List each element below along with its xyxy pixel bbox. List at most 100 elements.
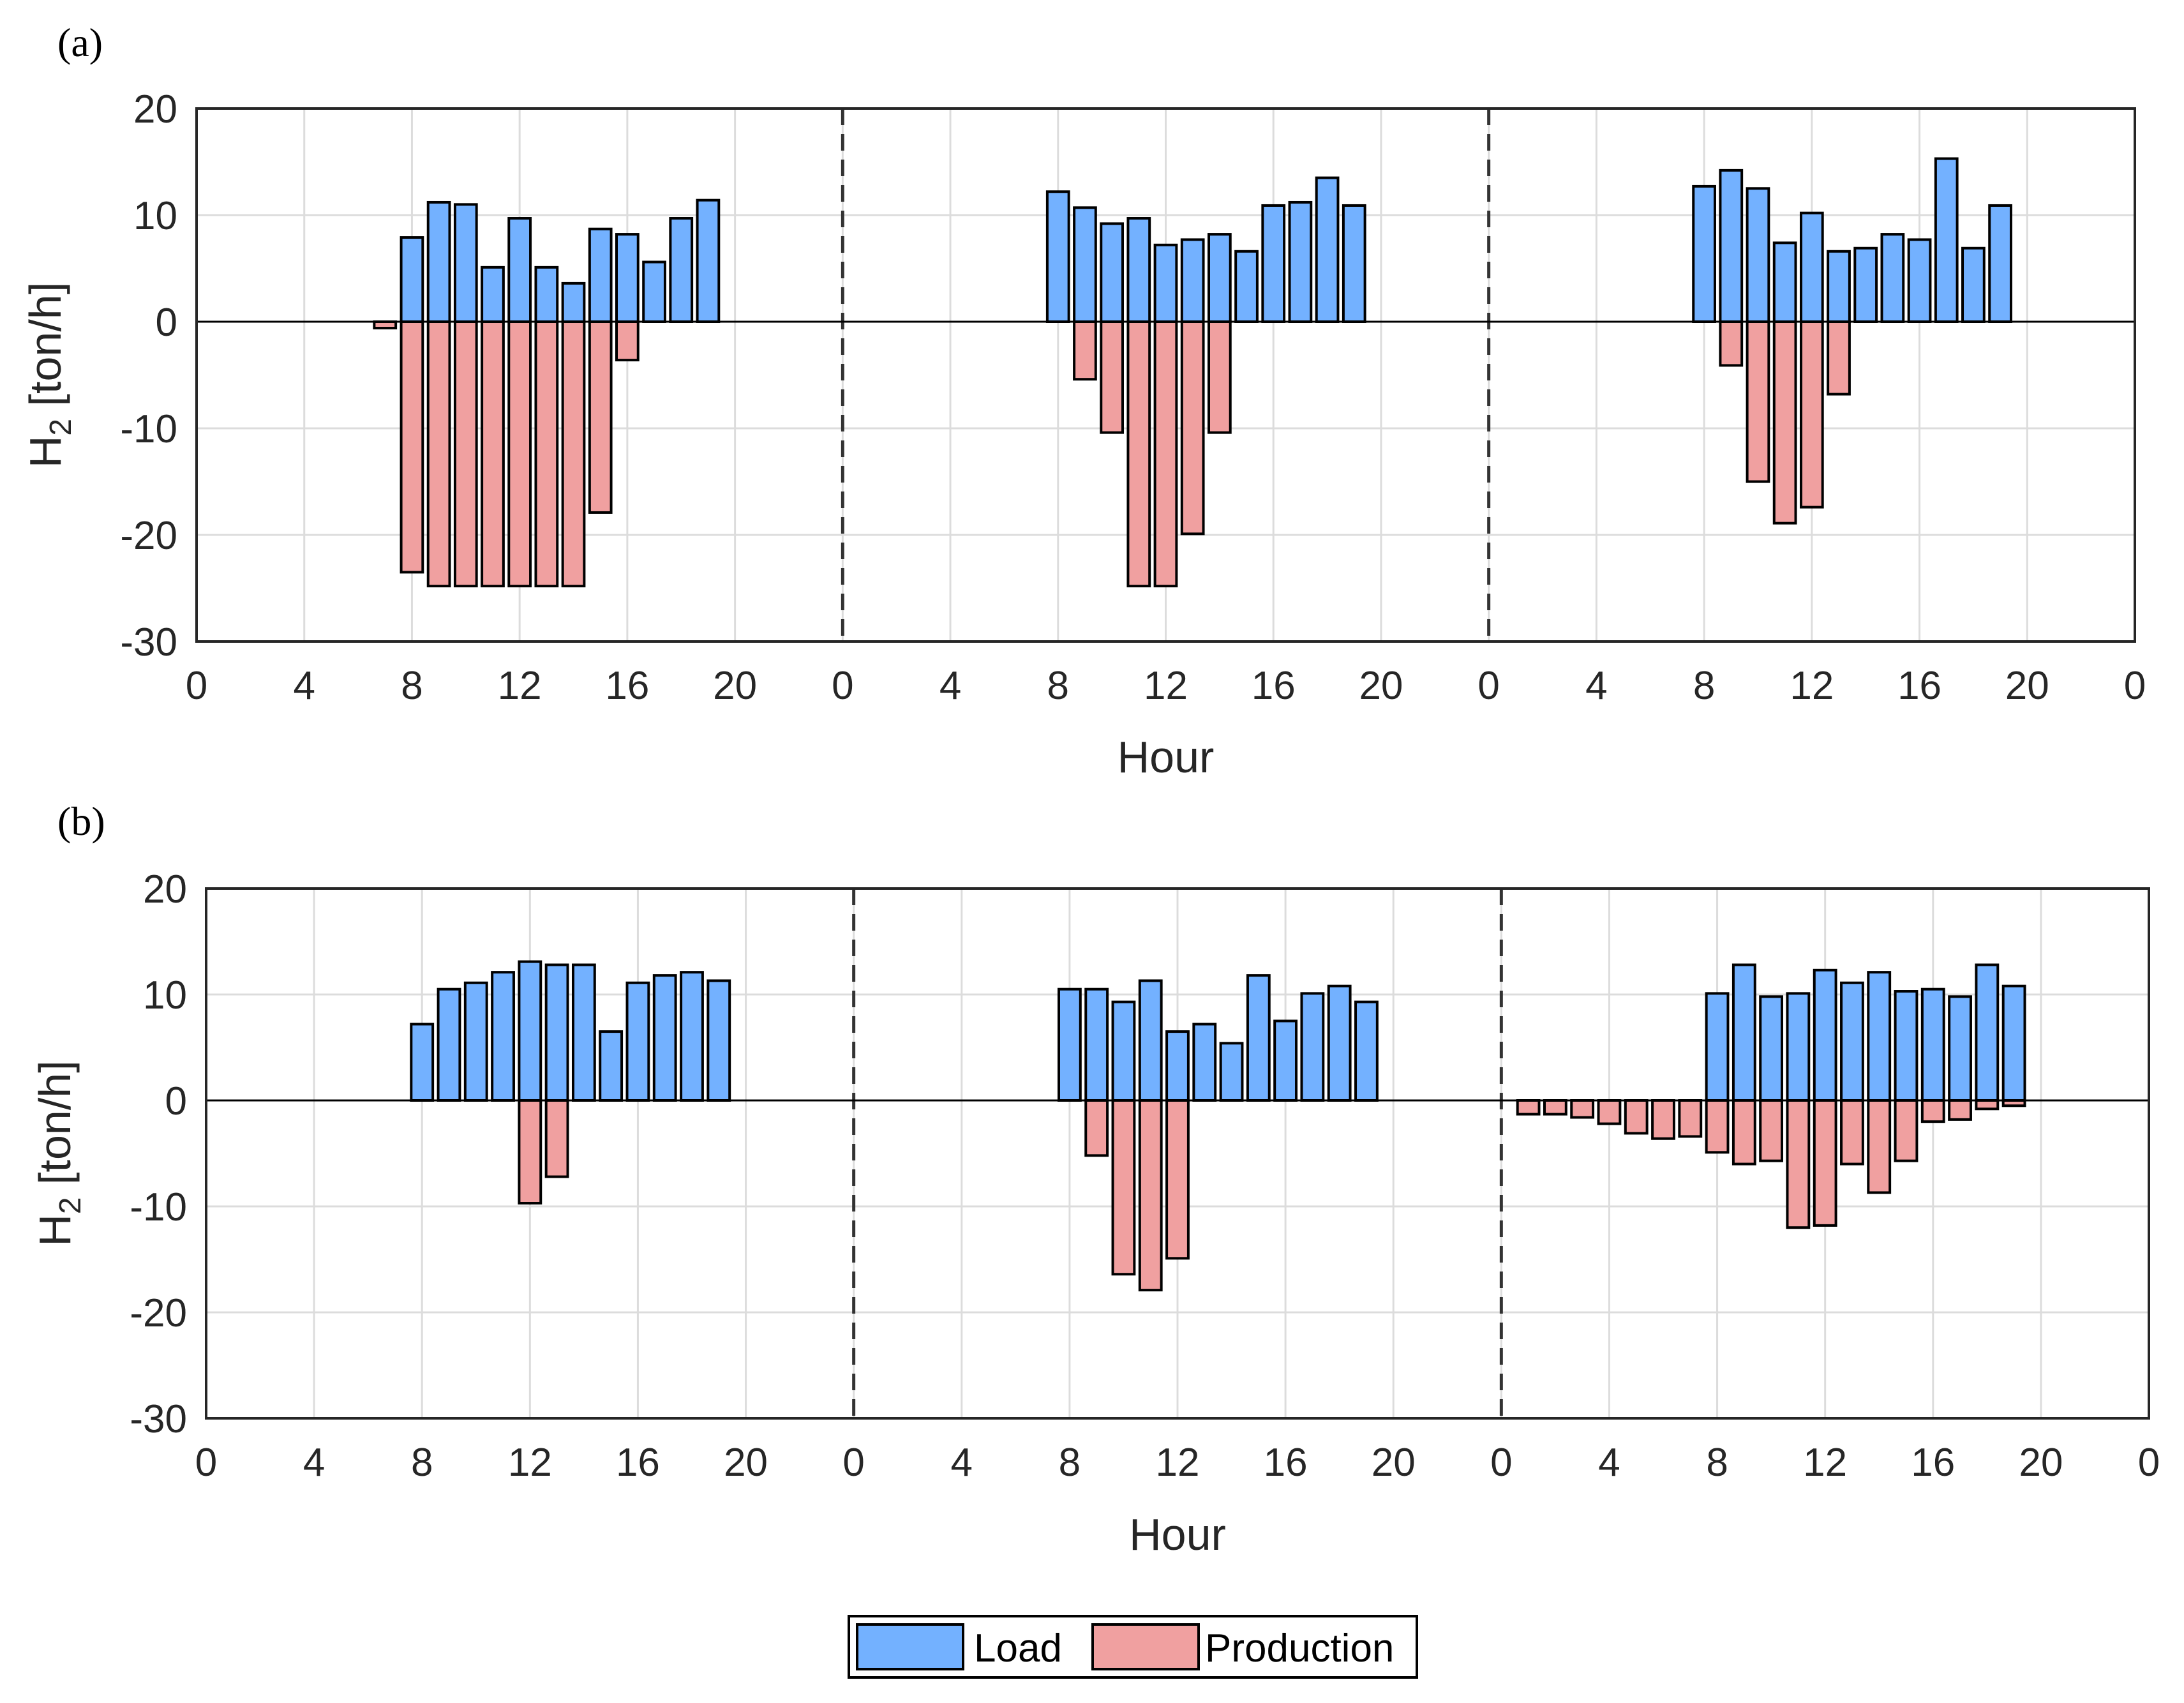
panel-b-x-tick-label: 4 [303, 1441, 325, 1485]
legend-load-swatch [856, 1623, 964, 1670]
panel-a-load-bar [1207, 233, 1232, 323]
panel-b-load-bar [652, 974, 677, 1102]
panel-b-load-bar [437, 987, 461, 1102]
panel-b-x-tick-labels: 0 4 8 12 16 20 0 4 8 12 16 20 0 4 8 12 16 20 0 [195, 1441, 2160, 1485]
panel-a-load-bar [400, 236, 424, 323]
panel-a-x-tick-label: 8 [1047, 664, 1069, 708]
legend-production-label: Production [1205, 1626, 1394, 1670]
panel-b-load-bar [1354, 1000, 1379, 1102]
panel-a-load-bar [1692, 184, 1716, 323]
panel-a-load-bar [561, 281, 586, 324]
panel-b-production-bar [1759, 1099, 1784, 1162]
panel-a-production-bar [534, 320, 559, 588]
panel-b-y-axis-label: H2 [ton/h] [30, 1060, 87, 1246]
panel-b-y-tick-label: -20 [130, 1291, 187, 1335]
panel-b-load-bar [1138, 979, 1163, 1102]
panel-a-x-tick-label: 8 [1693, 664, 1715, 708]
panel-b-x-tick-label: 0 [1490, 1441, 1512, 1485]
panel-a-load-bar [1799, 211, 1824, 323]
panel-b-x-tick-label: 20 [1372, 1441, 1416, 1485]
panel-a-x-tick-label: 20 [2005, 664, 2049, 708]
panel-a-production-bar [373, 320, 398, 330]
panel-b-production-bar [1138, 1099, 1163, 1292]
panel-b-load-bar [1084, 987, 1109, 1102]
panel-b-x-tick-label: 20 [724, 1441, 768, 1485]
panel-a-x-tick-label: 16 [1897, 664, 1941, 708]
panel-a-x-tick-label: 12 [498, 664, 542, 708]
panel-b-load-bar [518, 960, 542, 1102]
panel-b-y-tick-label: -30 [130, 1397, 187, 1441]
panel-a-load-bar [1180, 238, 1205, 323]
panel-a-production-bar [1180, 320, 1205, 536]
panel-a-load-bar [1772, 241, 1797, 324]
panel-b-production-bar [1570, 1099, 1595, 1119]
panel-b-x-tick-label: 12 [508, 1441, 552, 1485]
panel-a-load-bar [1261, 204, 1286, 323]
panel-a-x-tick-label: 12 [1790, 664, 1834, 708]
panel-b-load-bar [571, 963, 596, 1102]
panel-b-x-axis-label: Hour [1129, 1510, 1226, 1559]
panel-b-load-bar [1057, 987, 1082, 1102]
panel-b-x-tick-label: 8 [1059, 1441, 1081, 1485]
panel-a-production-bar [561, 320, 586, 588]
panel-b-load-bar [2001, 984, 2026, 1102]
panel-b-production-bar [1786, 1099, 1811, 1229]
panel-a-load-bar [1126, 217, 1151, 324]
panel-b-axes-frame [205, 887, 2150, 1420]
panel-a-load-bar [481, 266, 505, 323]
panel-b-y-tick-label: 10 [143, 973, 187, 1017]
panel-b-load-bar [1786, 992, 1811, 1102]
panel-b-load-bar [1273, 1019, 1298, 1102]
panel-a-production-bar [1153, 320, 1178, 588]
panel-a-y-tick-label: -20 [120, 514, 177, 558]
panel-a-x-tick-label: 16 [1252, 664, 1296, 708]
panel-b-chart: (b) 20 10 0 -10 -20 -30 0 4 8 12 16 20 0 4 8 12 16 20 0 4 8… [30, 799, 2160, 1559]
panel-b-load-bar [1867, 971, 1892, 1102]
panel-b-production-bar [518, 1099, 542, 1205]
panel-b-load-bar [707, 979, 731, 1102]
panel-a-load-bar [1234, 250, 1259, 323]
panel-a-y-tick-label: 10 [133, 194, 177, 238]
panel-a-x-tick-labels: 0 4 8 12 16 20 0 4 8 12 16 20 0 4 8 12 16 20 0 [186, 664, 2146, 708]
panel-a-x-tick-label: 0 [2124, 664, 2146, 708]
panel-b-x-tick-label: 16 [1264, 1441, 1308, 1485]
panel-b-load-bar [1813, 968, 1837, 1102]
panel-a-load-bar [1961, 246, 1986, 323]
panel-a-chart: (a) 20 10 0 -10 -20 -30 0 4 8 12 16 20 0 4 8 12 16 20 0 4 8… [20, 20, 2146, 782]
panel-a-production-bar [615, 320, 639, 362]
panel-b-x-tick-label: 0 [195, 1441, 217, 1485]
panel-b-load-bar [680, 971, 704, 1102]
panel-a-load-bar [696, 199, 721, 323]
panel-b-production-bar [1840, 1099, 1864, 1166]
panel-b-x-tick-label: 16 [616, 1441, 660, 1485]
panel-a-y-tick-label: -10 [120, 407, 177, 451]
panel-b-production-bar [1867, 1099, 1892, 1194]
panel-b-production-bar [1894, 1099, 1918, 1162]
panel-b-x-tick-label: 12 [1803, 1441, 1847, 1485]
panel-a-x-tick-label: 12 [1144, 664, 1188, 708]
panel-b-production-bar [1731, 1099, 1756, 1166]
panel-a-production-bar [1073, 320, 1097, 381]
panel-b-production-bar [1111, 1099, 1136, 1276]
panel-a-production-bar [1719, 320, 1744, 367]
panel-a-load-bar [1719, 169, 1744, 323]
panel-b-load-bar [410, 1023, 435, 1102]
panel-b-production-bar [1920, 1099, 1945, 1123]
panel-a-load-bar [1073, 206, 1097, 323]
panel-b-production-bar [1597, 1099, 1622, 1125]
panel-a-load-bar [642, 260, 666, 324]
panel-a-x-tick-label: 4 [1585, 664, 1607, 708]
panel-a-production-bar [1100, 320, 1125, 434]
panel-b-load-bar [1111, 1000, 1136, 1102]
panel-b-load-bar [1731, 963, 1756, 1102]
panel-a-load-bar [534, 266, 559, 323]
panel-a-production-bar [1126, 320, 1151, 588]
panel-b-production-bar [1084, 1099, 1109, 1157]
panel-b-x-tick-label: 20 [2019, 1441, 2063, 1485]
panel-b-load-bar [1920, 987, 1945, 1102]
panel-a-load-bar [1153, 243, 1178, 324]
panel-a-production-bar [1799, 320, 1824, 509]
panel-a-y-tick-label: 0 [156, 301, 177, 345]
panel-a-x-tick-label: 20 [713, 664, 757, 708]
